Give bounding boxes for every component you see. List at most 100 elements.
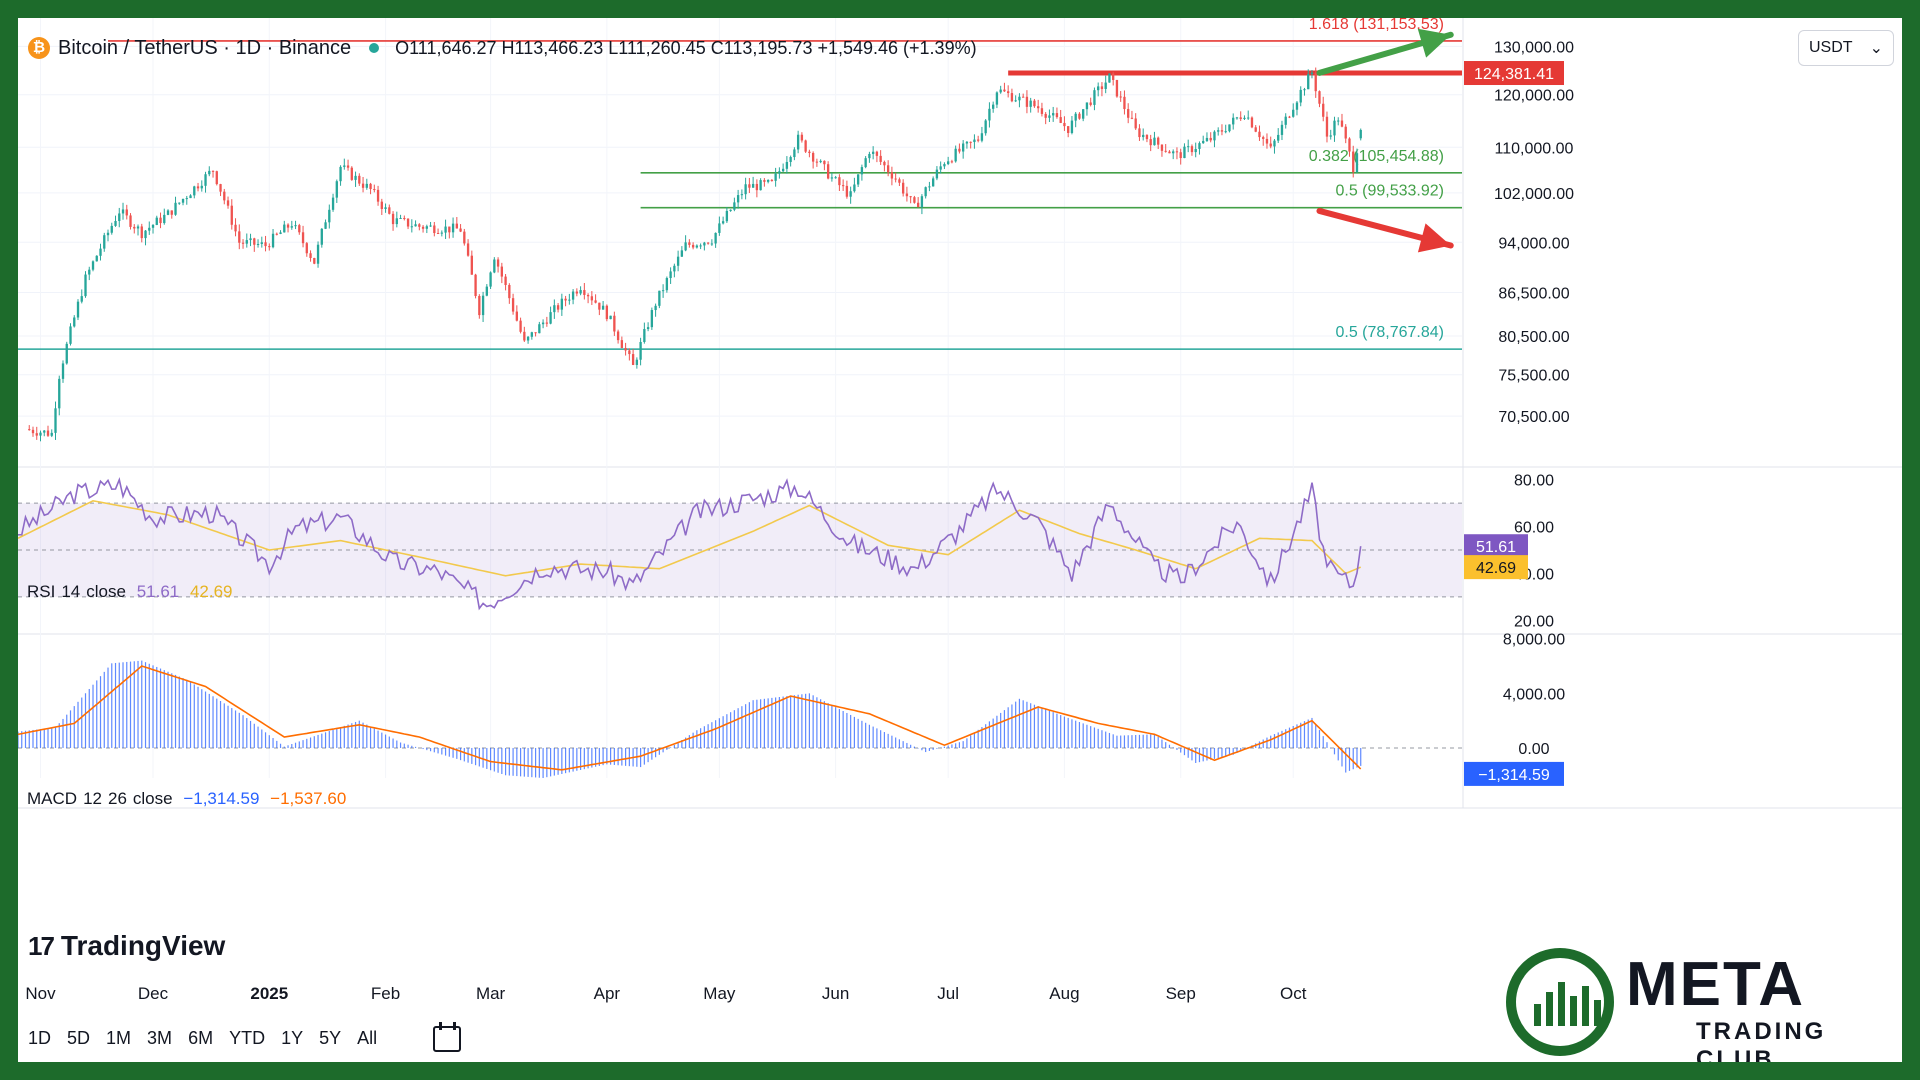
candle-body: [1003, 89, 1006, 92]
candle-body: [500, 266, 503, 277]
signal-line: [18, 665, 1362, 771]
candle-body: [1352, 151, 1355, 173]
range-6m-button[interactable]: 6M: [188, 1028, 214, 1048]
macd-title[interactable]: MACD 12 26 close −1,314.59 −1,537.60: [27, 789, 346, 809]
candle-body: [688, 242, 691, 245]
range-1m-button[interactable]: 1M: [106, 1028, 132, 1048]
candle-body: [706, 242, 710, 244]
candle-body: [170, 210, 173, 215]
candle-body: [905, 193, 909, 197]
level-label: 1.618 (131,153.53): [1309, 18, 1444, 33]
candle-body: [406, 218, 410, 227]
candle-body: [256, 243, 260, 245]
range-all-button[interactable]: All: [357, 1028, 378, 1048]
candle-body: [373, 189, 376, 191]
candle-body: [703, 242, 706, 246]
candle-body: [931, 178, 935, 187]
candle-body: [215, 171, 218, 185]
range-3m-button[interactable]: 3M: [147, 1028, 173, 1048]
candle-body: [1228, 124, 1231, 132]
candle-body: [144, 230, 147, 239]
rsi-tick-label: 80.00: [1514, 473, 1554, 490]
candle-body: [496, 259, 500, 267]
candle-body: [1273, 140, 1276, 147]
calendar-icon[interactable]: [433, 1022, 461, 1052]
candle-body: [275, 233, 278, 235]
candle-body: [1104, 82, 1107, 89]
candle-body: [339, 166, 342, 182]
candle-body: [1329, 135, 1332, 137]
x-tick-label: Mar: [476, 984, 506, 1003]
candle-body: [459, 228, 462, 232]
candle-body: [1213, 131, 1216, 141]
candle-body: [50, 432, 53, 436]
candle-body: [219, 184, 222, 192]
candle-body: [729, 209, 732, 211]
macd-tick-label: 0.00: [1518, 741, 1549, 758]
candle-body: [88, 269, 91, 275]
candle-body: [583, 290, 586, 295]
price-tick-label: 75,500.00: [1498, 368, 1569, 385]
candle-body: [1258, 131, 1261, 138]
tradingview-logo[interactable]: 17 TradingView: [28, 930, 225, 962]
candle-body: [425, 226, 428, 229]
candle-body: [710, 243, 714, 245]
candle-body: [129, 215, 132, 227]
candle-body: [1220, 130, 1224, 132]
candle-body: [1134, 118, 1137, 129]
candle-body: [740, 194, 744, 196]
candle-body: [766, 179, 770, 182]
candle-body: [320, 228, 323, 245]
candle-body: [1130, 117, 1134, 119]
candle-body: [579, 290, 582, 294]
candle-body: [980, 133, 984, 141]
candle-body: [1198, 143, 1201, 149]
candle-body: [841, 185, 845, 187]
candle-body: [39, 432, 42, 436]
symbol-title[interactable]: Bitcoin / TetherUS · 1D · Binance: [58, 36, 352, 59]
rsi-title[interactable]: RSI 14 close 51.61 42.69: [27, 582, 233, 602]
candle-body: [110, 225, 113, 233]
candle-body: [553, 305, 556, 313]
candle-body: [796, 134, 800, 150]
candle-body: [834, 177, 837, 179]
candle-body: [1318, 91, 1321, 104]
arrow-head-icon: [1417, 28, 1451, 58]
candle-body: [1344, 126, 1347, 139]
candle-body: [163, 214, 166, 224]
candle-body: [620, 340, 624, 348]
candle-body: [962, 143, 965, 152]
candle-body: [1157, 137, 1160, 145]
candle-body: [646, 327, 650, 330]
meta-subtitle: TRADING CLUB: [1696, 1018, 1827, 1062]
macd-tick-label: 4,000.00: [1503, 686, 1565, 703]
candle-body: [1187, 146, 1190, 148]
candle-body: [470, 255, 473, 275]
range-5y-button[interactable]: 5Y: [319, 1028, 342, 1048]
range-5d-button[interactable]: 5D: [67, 1028, 91, 1048]
price-tick-label: 86,500.00: [1498, 286, 1569, 303]
price-tick-label: 94,000.00: [1498, 235, 1569, 252]
candle-body: [238, 231, 241, 243]
candle-body: [208, 170, 211, 175]
candle-body: [725, 210, 729, 222]
candle-body: [245, 240, 248, 244]
range-1d-button[interactable]: 1D: [28, 1028, 52, 1048]
range-1y-button[interactable]: 1Y: [281, 1028, 304, 1048]
candle-body: [560, 298, 564, 310]
rsi-tick-label: 60.00: [1514, 520, 1554, 537]
candle-body: [1243, 117, 1246, 119]
candle-body: [1348, 138, 1351, 152]
candle-body: [950, 161, 954, 163]
candle-body: [781, 168, 785, 172]
candle-body: [1018, 96, 1021, 101]
range-ytd-button[interactable]: YTD: [229, 1028, 266, 1048]
candle-body: [894, 178, 897, 180]
candle-body: [324, 222, 327, 229]
currency-select[interactable]: USDT ⌄: [1798, 30, 1894, 66]
chart-canvas[interactable]: 130,000.00 120,000.00 110,000.00 102,000.00…: [18, 18, 1902, 1062]
candle-body: [346, 165, 350, 168]
candle-body: [526, 336, 530, 341]
x-tick-label: May: [703, 984, 736, 1003]
candle-body: [556, 305, 560, 310]
